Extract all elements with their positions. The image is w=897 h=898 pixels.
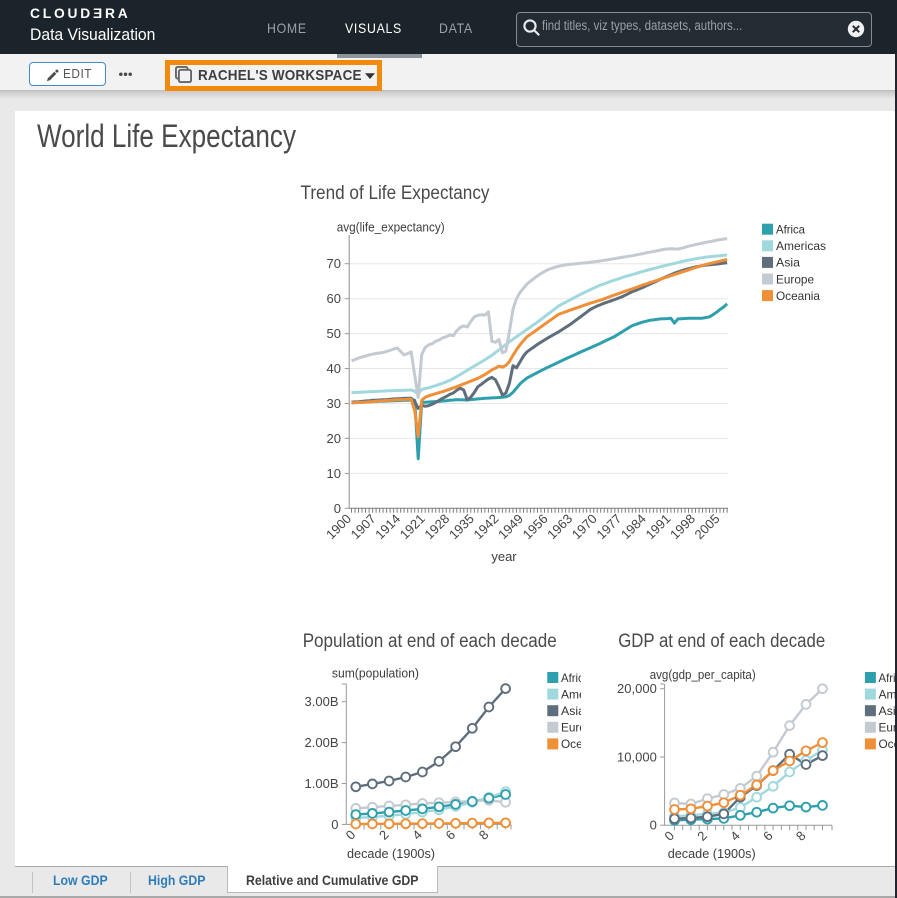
svg-text:1970: 1970 xyxy=(569,511,600,542)
svg-text:1963: 1963 xyxy=(544,511,575,542)
svg-text:1935: 1935 xyxy=(446,511,477,542)
svg-text:2.00B: 2.00B xyxy=(305,735,339,750)
svg-text:6: 6 xyxy=(760,828,776,844)
svg-text:Asia: Asia xyxy=(776,256,800,270)
svg-text:avg(gdp_per_capita): avg(gdp_per_capita) xyxy=(650,667,756,682)
svg-text:decade (1900s): decade (1900s) xyxy=(668,846,756,861)
svg-text:Oceania: Oceania xyxy=(561,737,605,751)
svg-text:1956: 1956 xyxy=(520,511,551,542)
svg-text:avg(life_expectancy): avg(life_expectancy) xyxy=(337,220,445,235)
svg-text:20: 20 xyxy=(327,431,341,446)
svg-text:1949: 1949 xyxy=(495,511,526,542)
svg-text:50: 50 xyxy=(327,326,341,341)
svg-text:1998: 1998 xyxy=(667,511,698,542)
svg-text:3.00B: 3.00B xyxy=(305,694,339,709)
svg-text:4: 4 xyxy=(727,828,743,844)
svg-text:Asia: Asia xyxy=(561,704,585,718)
svg-text:1.00B: 1.00B xyxy=(305,776,339,791)
svg-text:2005: 2005 xyxy=(692,511,723,542)
svg-text:1977: 1977 xyxy=(593,511,624,542)
svg-text:Americas: Americas xyxy=(879,687,897,701)
svg-text:Europe: Europe xyxy=(561,721,599,735)
svg-text:sum(population): sum(population) xyxy=(332,666,419,681)
svg-text:20,000: 20,000 xyxy=(617,681,657,696)
svg-text:Americas: Americas xyxy=(561,687,611,701)
svg-text:30: 30 xyxy=(327,396,341,411)
svg-text:Trend of Life Expectancy: Trend of Life Expectancy xyxy=(301,183,490,204)
svg-text:1942: 1942 xyxy=(470,511,501,542)
svg-text:0: 0 xyxy=(650,818,657,833)
svg-text:1984: 1984 xyxy=(618,511,649,542)
svg-text:0: 0 xyxy=(331,817,338,832)
svg-text:8: 8 xyxy=(793,828,809,844)
svg-text:0: 0 xyxy=(334,501,341,516)
svg-text:Asia: Asia xyxy=(879,704,897,718)
svg-text:Oceania: Oceania xyxy=(879,737,897,751)
svg-text:Africa: Africa xyxy=(879,671,897,685)
svg-text:1907: 1907 xyxy=(348,511,379,542)
svg-text:1914: 1914 xyxy=(372,511,403,542)
svg-text:70: 70 xyxy=(327,256,341,271)
svg-text:40: 40 xyxy=(327,361,341,376)
svg-text:Africa: Africa xyxy=(561,671,590,685)
svg-text:10,000: 10,000 xyxy=(617,750,657,765)
svg-text:10: 10 xyxy=(327,466,341,481)
svg-text:1921: 1921 xyxy=(397,511,428,542)
svg-text:decade (1900s): decade (1900s) xyxy=(347,846,435,861)
svg-text:0: 0 xyxy=(661,828,677,844)
svg-text:year: year xyxy=(491,549,517,564)
svg-text:60: 60 xyxy=(327,291,341,306)
svg-text:Oceania: Oceania xyxy=(776,289,820,303)
svg-text:1900: 1900 xyxy=(323,511,354,542)
svg-text:Americas: Americas xyxy=(776,239,826,253)
svg-text:Europe: Europe xyxy=(879,721,897,735)
svg-text:2: 2 xyxy=(694,828,710,844)
svg-text:Europe: Europe xyxy=(776,272,814,286)
svg-text:1991: 1991 xyxy=(642,511,673,542)
svg-text:1928: 1928 xyxy=(421,511,452,542)
svg-text:Africa: Africa xyxy=(776,223,805,237)
svg-text:Population at end of each deca: Population at end of each decade xyxy=(303,631,557,652)
svg-text:GDP at end of each decade: GDP at end of each decade xyxy=(618,631,825,652)
